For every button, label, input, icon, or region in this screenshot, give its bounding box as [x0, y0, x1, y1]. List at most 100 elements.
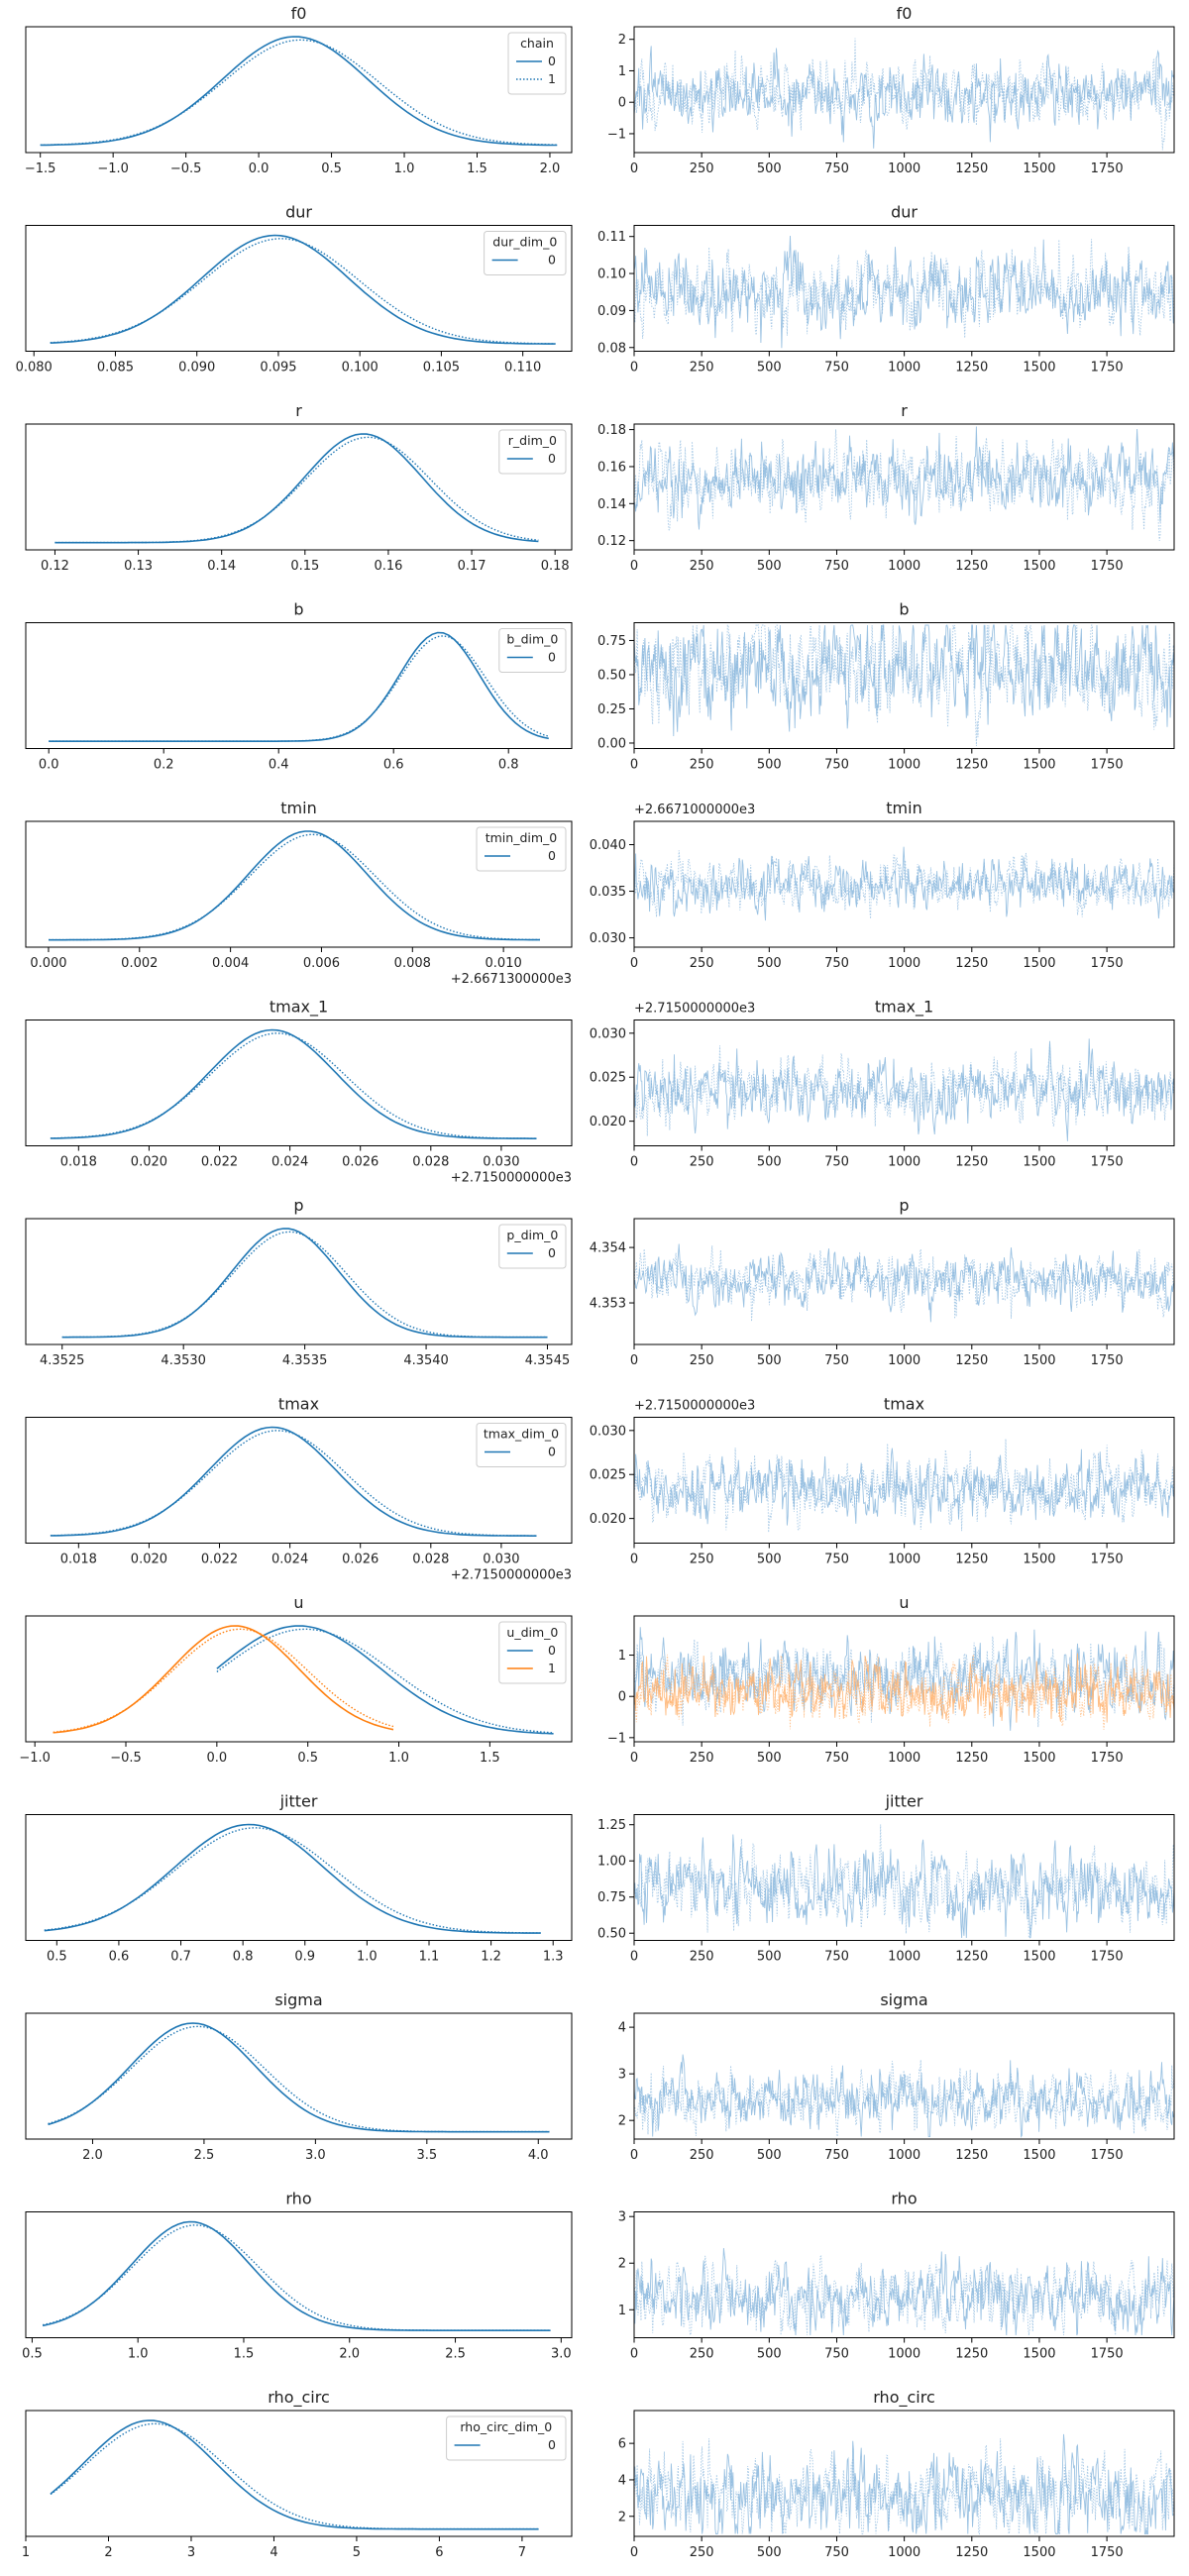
kde-line-chain-0 [44, 1823, 541, 1934]
trace-panel-rho_circ: rho_circ 2 4 6 0 250 500 750 1000 1250 1500 1750 [618, 2388, 1175, 2560]
kde-legend: rho_circ_dim_0 0 [446, 2415, 567, 2461]
trace-x-tick-label: 250 [690, 2148, 714, 2163]
trace-title: sigma [880, 1990, 927, 2009]
kde-panel-tmin: tmin 0.000 0.002 0.004 0.006 0.008 0.010+2.667… [25, 799, 573, 987]
trace-line-chain-1 [634, 850, 1174, 919]
kde-x-tick-label: 3 [187, 2545, 195, 2560]
trace-line-chain-1 [634, 1245, 1174, 1322]
kde-x-tick-label: 0.12 [41, 559, 69, 574]
kde-legend-box [507, 32, 567, 95]
trace-y-tick-label: −1 [607, 127, 626, 142]
trace-y-tick-label: 0.16 [597, 460, 626, 475]
trace-x-tick-label: 500 [757, 361, 782, 376]
kde-line-chain-0 [49, 631, 549, 742]
kde-x-tick-label: −1.5 [25, 161, 56, 176]
kde-x-offset-label: +2.7150000000e3 [451, 1568, 572, 1583]
trace-y-tick-label: 0.040 [590, 838, 626, 853]
trace-x-tick-label: 1250 [955, 2545, 988, 2560]
kde-line-chain-0 [50, 1028, 537, 1139]
trace-x-tick-label: 1500 [1023, 2347, 1055, 2362]
trace-line-chain-1 [634, 429, 1174, 541]
trace-line-chain-0 [634, 1448, 1174, 1526]
trace-line-chain-1 [634, 1824, 1174, 1939]
trace-y-tick-label: 0.50 [597, 668, 626, 683]
kde-x-tick-label: 0.028 [412, 1155, 449, 1170]
kde-x-tick-label: 0.7 [170, 1950, 191, 1965]
kde-title: tmax [278, 1395, 319, 1414]
kde-x-tick-label: 2.0 [82, 2148, 103, 2163]
kde-x-tick-label: 0.080 [16, 361, 53, 376]
kde-line-chain-0 [42, 2220, 551, 2331]
trace-lines [634, 1038, 1174, 1141]
kde-legend-box [498, 628, 567, 673]
trace-x-tick-label: 1500 [1023, 2545, 1055, 2560]
trace-x-tick-label: 1000 [888, 1950, 920, 1965]
kde-x-offset-label: +2.6671300000e3 [451, 972, 572, 987]
trace-y-tick-label: 0 [618, 1690, 626, 1705]
kde-x-tick-label: 0.100 [342, 361, 378, 376]
trace-y-tick-label: 2 [618, 2114, 626, 2129]
trace-y-tick-label: 0.50 [597, 1927, 626, 1942]
trace-x-tick-label: 250 [690, 1950, 714, 1965]
kde-line-chain-0 [49, 830, 540, 941]
trace-x-tick-label: 500 [757, 1553, 782, 1567]
trace-line-chain-0 [634, 1038, 1174, 1141]
row-u: u −1.0 −0.5 0.0 0.5 1.0 1.5 u_dim_0 0 1 u −1 0 1 0 250 5… [19, 1593, 1175, 1766]
trace-x-tick-label: 0 [630, 1950, 638, 1965]
kde-legend: tmax_dim_0 0 [476, 1423, 567, 1467]
trace-x-tick-label: 1500 [1023, 361, 1055, 376]
trace-x-tick-label: 1750 [1091, 1155, 1124, 1170]
kde-title: rho [285, 2190, 311, 2208]
trace-x-tick-label: 1000 [888, 559, 920, 574]
trace-x-tick-label: 0 [630, 2148, 638, 2163]
trace-line-chain-0 [634, 2247, 1174, 2336]
trace-x-tick-label: 250 [690, 2545, 714, 2560]
kde-x-tick-label: 1.5 [234, 2347, 255, 2362]
trace-x-tick-label: 1500 [1023, 1353, 1055, 1368]
kde-line-chain-0 [48, 2022, 550, 2133]
trace-x-tick-label: 1000 [888, 1553, 920, 1567]
row-p: p4.3525 4.3530 4.3535 4.3540 4.3545p_dim_00p… [25, 1196, 1175, 1368]
trace-x-tick-label: 250 [690, 1353, 714, 1368]
kde-line-chain-0 [50, 234, 556, 345]
kde-x-tick-label: 0.15 [290, 559, 319, 574]
kde-x-tick-label: 0.5 [321, 161, 342, 176]
kde-x-tick-label: 1.2 [481, 1950, 501, 1965]
kde-x-tick-label: 0.5 [47, 1950, 67, 1965]
trace-title: p [899, 1196, 909, 1215]
trace-x-tick-label: 0 [630, 161, 638, 176]
kde-x-tick-label: 7 [518, 2545, 526, 2560]
trace-lines [634, 38, 1174, 151]
trace-y-tick-label: 1.00 [597, 1855, 626, 1870]
kde-x-tick-label: 0.8 [233, 1950, 254, 1965]
trace-panel-u: u −1 0 1 0 250 500 750 1000 1250 1500 1750 [607, 1593, 1175, 1766]
trace-x-tick-label: 1750 [1091, 2545, 1124, 2560]
trace-y-tick-label: 0.75 [597, 634, 626, 649]
kde-title: jitter [279, 1792, 318, 1811]
kde-x-tick-label: 0.004 [212, 956, 249, 971]
trace-title: rho [891, 2190, 917, 2208]
trace-x-tick-label: 1250 [955, 361, 988, 376]
trace-y-tick-label: 0.12 [597, 534, 626, 549]
kde-x-tick-label: 4.3535 [282, 1353, 328, 1368]
trace-y-tick-label: 0.020 [590, 1512, 626, 1527]
trace-x-tick-label: 1000 [888, 956, 920, 971]
trace-x-tick-label: 500 [757, 1155, 782, 1170]
kde-x-tick-label: 0.022 [201, 1155, 238, 1170]
trace-y-tick-label: 4.353 [590, 1297, 626, 1312]
kde-title: u [293, 1593, 303, 1612]
trace-x-tick-label: 500 [757, 956, 782, 971]
trace-panel-rho: rho 1 2 3 0 250 500 750 1000 1250 1500 1750 [618, 2190, 1175, 2362]
trace-line-chain-0 [634, 235, 1174, 349]
kde-x-tick-label: 1.5 [467, 161, 487, 176]
kde-x-tick-label: 1.0 [128, 2347, 149, 2362]
trace-line-chain-0 [634, 426, 1174, 530]
trace-x-tick-label: 1250 [955, 1553, 988, 1567]
kde-axes-frame [25, 1615, 573, 1743]
kde-x-tick-label: 0.6 [109, 1950, 130, 1965]
kde-x-tick-label: 0.095 [260, 361, 296, 376]
kde-x-tick-label: 0.018 [60, 1553, 97, 1567]
row-r: r 0.12 0.13 0.14 0.15 0.16 0.17 0.18 r_dim_0 0 r 0.… [25, 401, 1175, 574]
trace-panel-dur: dur 0.08 0.09 0.10 0.11 0 250 500 750 1000 1250 150… [597, 203, 1175, 376]
